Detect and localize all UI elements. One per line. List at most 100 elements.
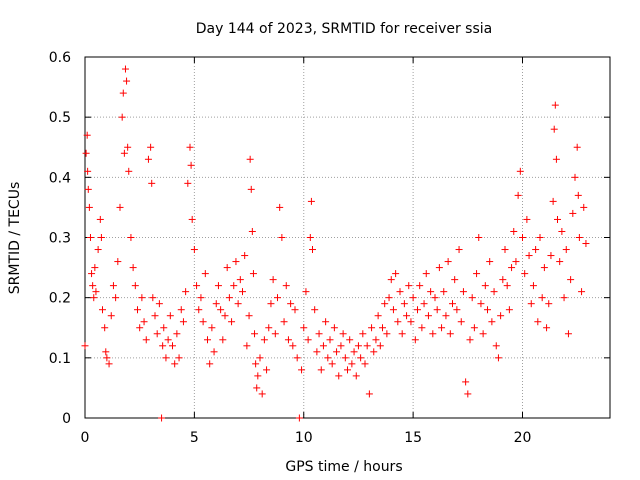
data-point [516,167,524,175]
data-point [484,306,491,314]
data-point [319,342,327,350]
x-tick-label: 5 [190,430,199,446]
data-point [575,234,583,241]
data-point [159,342,167,350]
data-point [475,234,483,241]
data-point [210,348,218,356]
data-point [291,306,299,314]
data-point [501,246,509,254]
x-tick-label: 20 [514,430,532,446]
data-point [151,312,159,320]
data-point [103,354,111,362]
data-point [125,167,133,175]
data-point [365,390,373,398]
data-point [352,372,360,380]
data-point [88,270,96,278]
data-point [131,282,139,290]
data-point [282,282,290,290]
data-point [435,264,443,272]
data-point [357,354,365,362]
data-point [109,282,117,290]
data-point [389,306,397,314]
data-point [580,203,588,211]
data-point [169,342,176,350]
data-point [324,354,332,362]
data-point [407,318,415,326]
data-point [492,342,500,350]
data-point [392,270,400,278]
data-point [381,300,389,308]
data-point [313,348,321,356]
data-point [411,336,419,344]
data-point [549,197,557,205]
data-point [552,155,560,163]
data-point [322,318,330,326]
data-point [243,342,251,350]
data-point [179,318,187,326]
data-point [83,131,91,139]
data-point [536,234,544,241]
data-point [571,173,579,181]
y-tick-label: 0.4 [49,170,71,186]
data-point [246,155,254,163]
data-point [464,390,472,398]
data-point [155,300,163,308]
data-point [249,270,257,278]
data-point [166,312,174,320]
data-point [289,342,297,350]
data-point [344,366,351,374]
data-point [521,270,529,278]
data-point [201,270,209,278]
data-point [144,155,152,163]
data-point [232,258,240,266]
data-point [241,252,249,260]
data-point [99,306,106,314]
data-point [569,209,577,217]
data-point [409,294,417,302]
data-point [529,282,537,290]
data-point [116,203,124,211]
data-point [442,312,450,320]
data-point [153,330,161,338]
data-point [147,143,155,151]
data-point [354,342,362,350]
data-point [173,330,181,338]
data-point [527,300,535,308]
data-point [199,318,207,326]
data-point [271,330,279,338]
data-point [446,330,454,338]
data-point [225,294,233,302]
data-point [394,318,402,326]
data-point [519,234,526,241]
data-point [379,324,386,332]
data-point [160,324,168,332]
data-point [376,342,384,350]
data-point [427,288,435,296]
data-point [414,306,421,314]
data-point [503,282,511,290]
data-point [477,300,485,308]
data-point [488,318,496,326]
x-tick-label: 0 [81,430,90,446]
data-point [582,240,590,248]
data-point [245,312,253,320]
data-point [525,252,533,260]
data-point [490,288,498,296]
data-point [258,390,266,398]
data-point [101,324,109,332]
data-point [449,300,456,308]
data-point [440,288,448,296]
data-point [398,330,406,338]
data-point [149,294,157,302]
data-point [374,312,382,320]
data-point [462,378,470,386]
x-tick-label: 15 [404,430,422,446]
data-point [82,149,90,157]
data-point [468,294,476,302]
data-point [287,300,295,308]
data-point [186,143,194,151]
data-point [574,191,582,199]
data-point [551,101,559,109]
data-point [254,372,262,380]
